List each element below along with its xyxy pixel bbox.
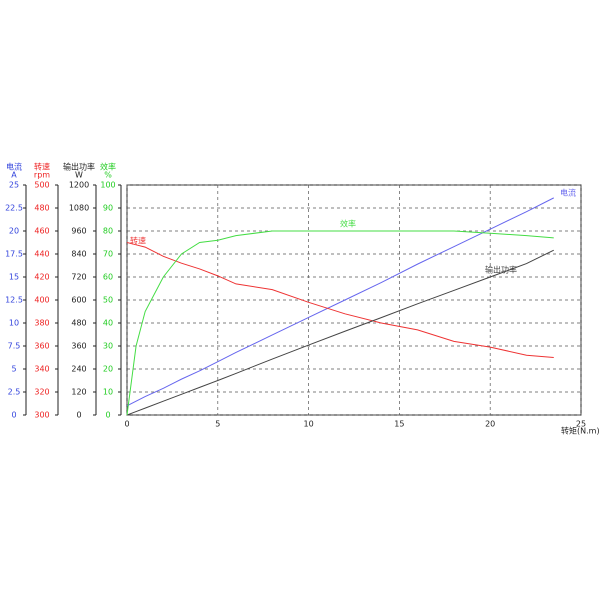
series-line — [126, 249, 554, 416]
axis-unit: W — [75, 171, 83, 180]
y-tick-label: 360 — [34, 342, 49, 351]
y-tick-label: 460 — [34, 227, 49, 236]
y-tick-label: 720 — [71, 273, 86, 282]
y-tick-label: 1080 — [69, 204, 89, 213]
y-tick-label: 240 — [71, 365, 86, 374]
y-tick-label: 7.5 — [8, 342, 21, 351]
y-tick-label: 840 — [71, 250, 86, 259]
y-tick-label: 30 — [103, 342, 113, 351]
axis-name: 输出功率 — [63, 162, 95, 172]
y-tick-label: 500 — [34, 181, 49, 190]
y-tick-label: 380 — [34, 319, 49, 328]
y-tick-label: 5 — [11, 365, 16, 374]
y-tick-label: 440 — [34, 250, 49, 259]
axis-name: 效率 — [100, 162, 116, 172]
y-tick-label: 2.5 — [8, 388, 21, 397]
axis-name: 转速 — [34, 162, 50, 172]
y-tick-label: 80 — [103, 227, 113, 236]
series-label: 电流 — [560, 188, 576, 198]
x-axis-label: 转矩(N.m) — [561, 426, 600, 436]
y-tick-label: 480 — [34, 204, 49, 213]
y-tick-label: 0 — [11, 411, 16, 420]
x-tick-label: 15 — [394, 420, 404, 429]
y-tick-label: 50 — [103, 296, 113, 305]
series-line — [126, 197, 554, 407]
y-tick-label: 20 — [9, 227, 19, 236]
series-label: 转速 — [130, 236, 146, 246]
y-tick-label: 960 — [71, 227, 86, 236]
y-tick-label: 40 — [103, 319, 113, 328]
x-tick-label: 10 — [304, 420, 314, 429]
series-line — [126, 242, 554, 358]
y-tick-label: 12.5 — [5, 296, 23, 305]
y-tick-label: 1200 — [69, 181, 89, 190]
x-tick-label: 25 — [576, 420, 586, 429]
axis-unit: % — [104, 171, 112, 180]
y-tick-label: 10 — [103, 388, 113, 397]
series-label: 输出功率 — [485, 265, 517, 275]
y-tick-label: 25 — [9, 181, 19, 190]
y-tick-label: 70 — [103, 250, 113, 259]
y-tick-label: 60 — [103, 273, 113, 282]
y-tick-label: 340 — [34, 365, 49, 374]
y-tick-label: 480 — [71, 319, 86, 328]
x-tick-label: 5 — [215, 420, 220, 429]
series-label: 效率 — [340, 219, 356, 229]
y-tick-label: 20 — [103, 365, 113, 374]
y-tick-label: 100 — [100, 181, 115, 190]
y-tick-label: 360 — [71, 342, 86, 351]
y-tick-label: 0 — [76, 411, 81, 420]
y-tick-label: 400 — [34, 296, 49, 305]
y-tick-label: 10 — [9, 319, 19, 328]
y-tick-label: 600 — [71, 296, 86, 305]
y-tick-label: 320 — [34, 388, 49, 397]
y-tick-label: 15 — [9, 273, 19, 282]
axis-name: 电流 — [6, 162, 22, 172]
y-tick-label: 300 — [34, 411, 49, 420]
y-tick-label: 120 — [71, 388, 86, 397]
y-tick-label: 420 — [34, 273, 49, 282]
series-line — [126, 230, 554, 416]
x-tick-label: 0 — [124, 420, 129, 429]
y-tick-label: 0 — [105, 411, 110, 420]
y-tick-label: 17.5 — [5, 250, 23, 259]
y-tick-label: 22.5 — [5, 204, 23, 213]
axis-unit: rpm — [34, 171, 50, 180]
x-tick-label: 20 — [485, 420, 495, 429]
y-tick-label: 90 — [103, 204, 113, 213]
axis-unit: A — [11, 171, 17, 180]
